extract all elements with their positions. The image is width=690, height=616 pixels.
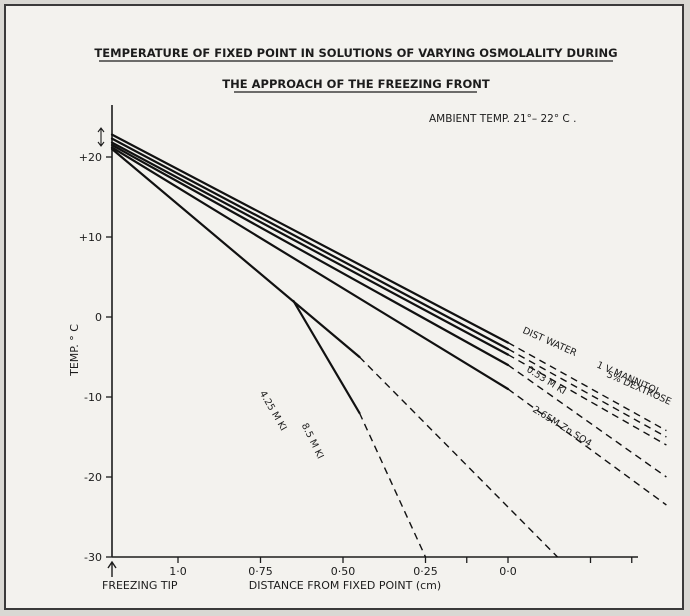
figure-frame: TEMPERATURE OF FIXED POINT IN SOLUTIONS … (4, 4, 684, 610)
x-tick-label: 0·25 (413, 565, 438, 578)
series-dist-water-solid (110, 133, 510, 344)
series-8-5-m-ki-solid (292, 299, 361, 415)
series-dist-water-dashed (507, 341, 667, 432)
series-label-4-25-m-ki: 4.25 M KI (257, 389, 289, 433)
ambient-temp-annotation: AMBIENT TEMP. 21°– 22° C . (429, 113, 576, 125)
series-1-v-mannitol-dashed (507, 348, 667, 438)
y-tick-label: 0 (95, 311, 102, 324)
series-8-5-m-ki-dashed (358, 412, 427, 558)
chart-svg: TEMPERATURE OF FIXED POINT IN SOLUTIONS … (68, 46, 673, 592)
chart-title-line-1: TEMPERATURE OF FIXED POINT IN SOLUTIONS … (94, 46, 617, 60)
series-5-dextrose-solid (110, 141, 510, 356)
series-5-dextrose-dashed (507, 353, 667, 446)
series-label-8-5-m-ki: 8.5 M KI (299, 421, 326, 460)
x-origin-arrow (107, 560, 117, 577)
y-tick-label: -20 (84, 471, 102, 484)
series-label-2-65m-zn-so4: 2.65M Zn SO4 (530, 404, 593, 449)
x-origin-label: FREEZING TIP (102, 579, 178, 592)
series-0-53-m-ki-solid (110, 143, 510, 367)
x-tick-label: 1·0 (169, 565, 187, 578)
y-axis-label: TEMP. ° C (68, 324, 81, 377)
y-variation-arrow (97, 127, 105, 147)
x-tick-label: 0·75 (248, 565, 273, 578)
chart-title-line-2: THE APPROACH OF THE FREEZING FRONT (222, 77, 490, 91)
series-4-25-m-ki-solid (110, 147, 361, 359)
y-tick-label: +10 (79, 231, 102, 244)
x-tick-label: 0·50 (331, 565, 356, 578)
y-tick-label: +20 (79, 151, 102, 164)
series-1-v-mannitol-solid (110, 137, 510, 351)
series-2-65m-zn-so4-dashed (507, 388, 667, 506)
x-tick-label: 0·0 (499, 565, 517, 578)
series-0-53-m-ki-dashed (507, 364, 667, 478)
series-2-65m-zn-so4-solid (110, 146, 510, 391)
y-tick-label: -30 (84, 551, 102, 564)
series-4-25-m-ki-dashed (359, 356, 558, 558)
x-axis-label: DISTANCE FROM FIXED POINT (cm) (249, 579, 441, 592)
y-tick-label: -10 (84, 391, 102, 404)
